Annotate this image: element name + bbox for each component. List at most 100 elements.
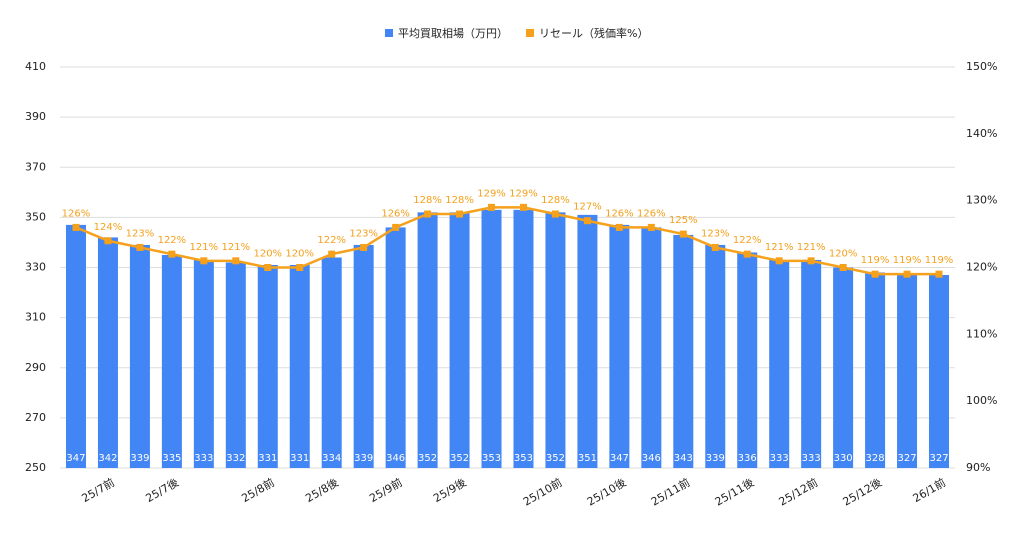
bar [257,264,278,468]
bar-value-label: 352 [418,453,437,464]
bar-value-label: 352 [546,453,565,464]
line-marker [424,210,432,218]
bar-value-label: 347 [66,453,85,464]
bar-value-label: 334 [322,453,341,464]
bar-value-label: 333 [802,453,821,464]
line-value-label: 122% [733,235,762,246]
line-marker [615,223,623,231]
line-marker [871,270,879,278]
line-marker [296,264,304,271]
y2-tick-label: 130% [966,194,997,207]
bar-value-label: 346 [386,453,405,464]
bar [737,252,758,468]
bar-value-label: 333 [194,453,213,464]
bar [449,212,470,468]
legend-label: 平均買取相場（万円） [398,27,508,40]
bar-value-label: 330 [834,453,853,464]
x-tick-label: 25/11前 [648,475,692,508]
y2-tick-label: 140% [966,127,997,140]
x-tick-label: 25/9前 [367,475,405,505]
y2-tick-label: 100% [966,394,997,407]
legend-swatch [385,29,393,37]
line-marker [104,237,112,245]
bar [161,254,182,468]
bar [385,227,406,468]
line-value-label: 122% [317,235,346,246]
bar-value-label: 335 [162,453,181,464]
bar [225,262,246,468]
bar-value-label: 352 [450,453,469,464]
line-marker [360,243,368,251]
bar-value-label: 342 [98,453,117,464]
line-value-label: 128% [541,195,570,206]
line-marker [839,264,847,271]
line-value-label: 126% [381,208,410,219]
line-marker [583,217,591,225]
line-value-label: 123% [126,228,155,239]
line-marker [456,210,464,218]
bar-value-label: 353 [514,453,533,464]
line-marker [168,250,176,258]
x-tick-label: 25/10前 [520,475,564,508]
bar [865,272,886,468]
y2-tick-label: 90% [966,461,990,474]
bar-value-label: 353 [482,453,501,464]
bar-value-label: 351 [578,453,597,464]
bar [289,264,310,468]
bar [897,275,918,468]
bar-value-label: 328 [866,453,885,464]
bar-value-label: 327 [929,453,948,464]
line-marker [903,270,911,278]
line-marker [647,223,655,231]
legend-swatch [526,29,534,37]
bar [129,244,150,468]
y-tick-label: 410 [25,60,46,73]
x-tick-label: 25/11後 [712,475,756,508]
y2-tick-label: 110% [966,327,997,340]
line-value-label: 124% [94,222,123,233]
line-value-label: 121% [190,242,219,253]
bar-value-label: 346 [642,453,661,464]
bar [97,237,118,468]
y-tick-label: 350 [25,210,46,223]
line-marker [679,230,687,238]
bar-value-label: 339 [130,453,149,464]
bar [641,227,662,468]
line-marker [743,250,751,258]
line-value-label: 121% [222,242,251,253]
bar-value-label: 331 [290,453,309,464]
line-value-label: 128% [413,195,442,206]
line-value-label: 126% [637,208,666,219]
line-value-label: 123% [349,228,378,239]
bar [193,259,214,468]
bar [929,275,950,468]
y-tick-label: 330 [25,261,46,274]
line-value-label: 120% [829,249,858,260]
line-marker [392,223,400,231]
bar-value-label: 331 [258,453,277,464]
line-value-label: 129% [509,188,538,199]
line-marker [72,223,80,231]
x-tick-label: 25/10後 [584,475,628,508]
line-value-label: 129% [477,188,506,199]
bar [321,257,342,468]
x-tick-label: 25/7後 [143,475,181,505]
x-tick-label: 25/12前 [776,475,820,508]
x-tick-label: 25/8後 [303,475,341,505]
line-value-label: 125% [669,215,698,226]
x-tick-label: 25/9後 [431,475,469,505]
line-value-label: 127% [573,202,602,213]
line-value-label: 120% [285,249,314,260]
bar-value-label: 347 [610,453,629,464]
y-tick-label: 290 [25,361,46,374]
bar [673,234,694,468]
x-tick-label: 25/8前 [239,475,277,505]
line-marker [711,243,719,251]
bar-value-label: 343 [674,453,693,464]
bar [65,224,86,468]
line-marker [488,203,496,211]
bar-value-label: 333 [770,453,789,464]
y-tick-label: 390 [25,110,46,123]
y2-tick-label: 150% [966,60,997,73]
